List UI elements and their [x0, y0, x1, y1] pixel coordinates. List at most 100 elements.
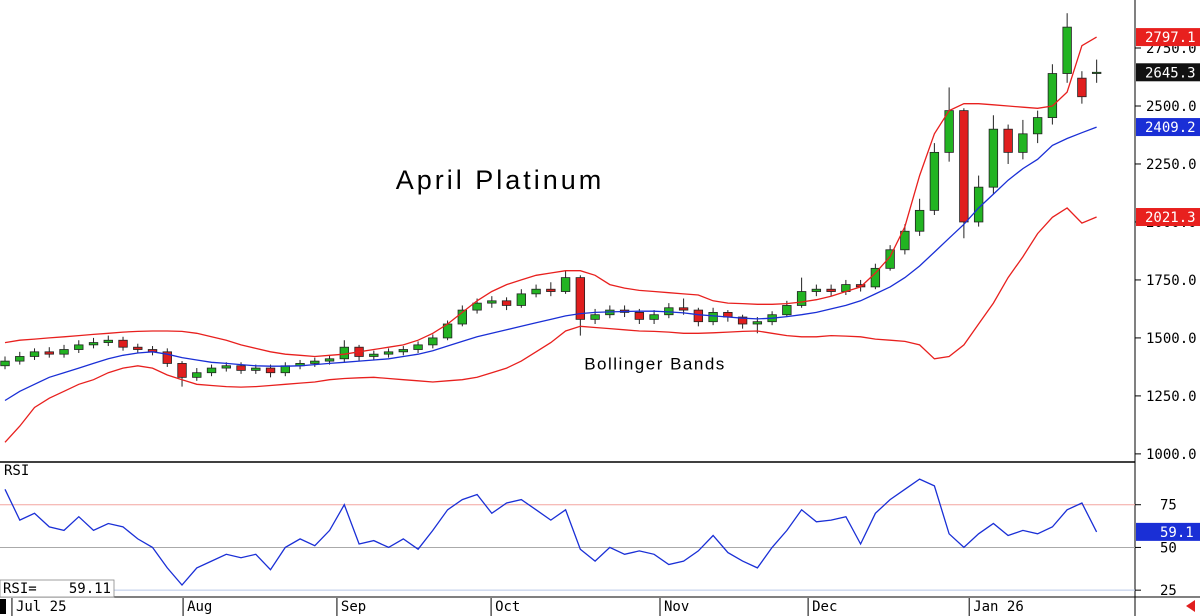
scroll-arrow[interactable] [1186, 600, 1195, 612]
panel-label: RSI [4, 463, 29, 479]
candle-body [324, 358, 335, 362]
candle-body [590, 314, 600, 320]
y-tick-label: 1750.0 [1146, 273, 1197, 289]
readout-label: RSI= [3, 581, 37, 597]
candle-body [15, 356, 25, 362]
candle-body [369, 353, 379, 357]
candle-body [265, 367, 276, 374]
candle-body [177, 363, 187, 378]
candle-body [826, 288, 836, 292]
candle-body [737, 316, 748, 325]
candle-body [29, 351, 40, 357]
candle-body [103, 339, 113, 343]
candle-body [192, 372, 202, 378]
candle-body [339, 346, 349, 360]
candle-body [870, 267, 881, 288]
candle-body [487, 300, 497, 304]
value-badge-label: 2021.3 [1145, 210, 1196, 226]
candle-body [752, 321, 763, 325]
candle-body [944, 110, 954, 153]
readout-value: 59.11 [69, 581, 111, 597]
candle-body [398, 349, 408, 353]
band-line [4, 36, 1097, 358]
candle-body [59, 349, 69, 355]
candle-body [206, 367, 217, 374]
value-badge [1136, 63, 1200, 82]
candle-body [44, 351, 54, 355]
candle-body [310, 360, 320, 364]
candle-body [693, 309, 704, 323]
candle-body [796, 291, 807, 306]
x-tick-label: Jul 25 [16, 599, 67, 615]
y-tick-label: 25 [1160, 583, 1177, 599]
candle-body [649, 314, 659, 320]
band-line [4, 207, 1097, 443]
candle-body [782, 305, 792, 316]
y-tick-label: 75 [1160, 498, 1177, 514]
x-tick-label: Dec [812, 599, 837, 615]
value-badge-label: 59.1 [1160, 525, 1194, 541]
value-badge-label: 2409.2 [1145, 120, 1196, 136]
candle-body [546, 288, 556, 292]
y-tick-label: 2250.0 [1146, 157, 1197, 173]
candle-body [1091, 71, 1102, 74]
value-badge [1136, 118, 1200, 137]
candle-body [678, 307, 689, 311]
candle-body [1032, 117, 1043, 135]
annotation: Bollinger Bands [584, 354, 726, 373]
candle-body [900, 230, 910, 251]
candle-body [118, 339, 128, 348]
candle-body [221, 365, 231, 369]
candle-body [708, 312, 718, 323]
candle-body [428, 337, 438, 346]
candle-body [516, 293, 527, 306]
candle-body [575, 277, 586, 320]
value-badge-label: 2645.3 [1145, 65, 1196, 81]
candle-body [1003, 128, 1013, 153]
x-tick-label: Nov [664, 599, 689, 615]
y-tick-label: 1500.0 [1146, 331, 1197, 347]
candle-body [885, 249, 895, 269]
candle-body [251, 367, 261, 371]
candle-body [929, 151, 940, 211]
x-tick-label: Aug [187, 599, 212, 615]
candle-body [413, 344, 423, 350]
y-tick-label: 50 [1160, 540, 1177, 556]
candle-body [74, 344, 84, 350]
candle-body [988, 128, 999, 188]
candle-body [501, 300, 512, 306]
chart-title: April Platinum [396, 165, 605, 195]
value-badge [1136, 522, 1200, 541]
x-tick-label: Oct [495, 599, 520, 615]
band-line [4, 126, 1097, 402]
candle-body [560, 277, 571, 292]
value-badge-label: 2797.1 [1145, 30, 1196, 46]
candle-body [133, 346, 143, 350]
candle-body [236, 365, 246, 371]
scroll-marker [0, 599, 6, 614]
candle-body [457, 309, 467, 325]
candle-body [162, 351, 172, 364]
rsi-line [4, 478, 1098, 586]
candle-body [914, 209, 925, 232]
readout-box [0, 579, 115, 598]
candle-body [531, 288, 541, 295]
candle-body [1077, 77, 1087, 98]
candle-body [634, 312, 645, 320]
candle-body [811, 288, 822, 292]
value-badge [1136, 28, 1200, 47]
candle-body [1062, 26, 1072, 74]
candle-body [472, 302, 482, 311]
y-tick-label: 1250.0 [1146, 389, 1197, 405]
y-tick-label: 2500.0 [1146, 99, 1197, 115]
value-badge [1136, 208, 1200, 227]
candle-body [959, 110, 969, 223]
candle-body [1047, 73, 1058, 118]
candle-body [1018, 133, 1028, 153]
y-tick-label: 1000.0 [1146, 447, 1197, 463]
x-tick-label: Jan 26 [973, 599, 1024, 615]
x-tick-label: Sep [341, 599, 366, 615]
candle-body [0, 360, 10, 367]
